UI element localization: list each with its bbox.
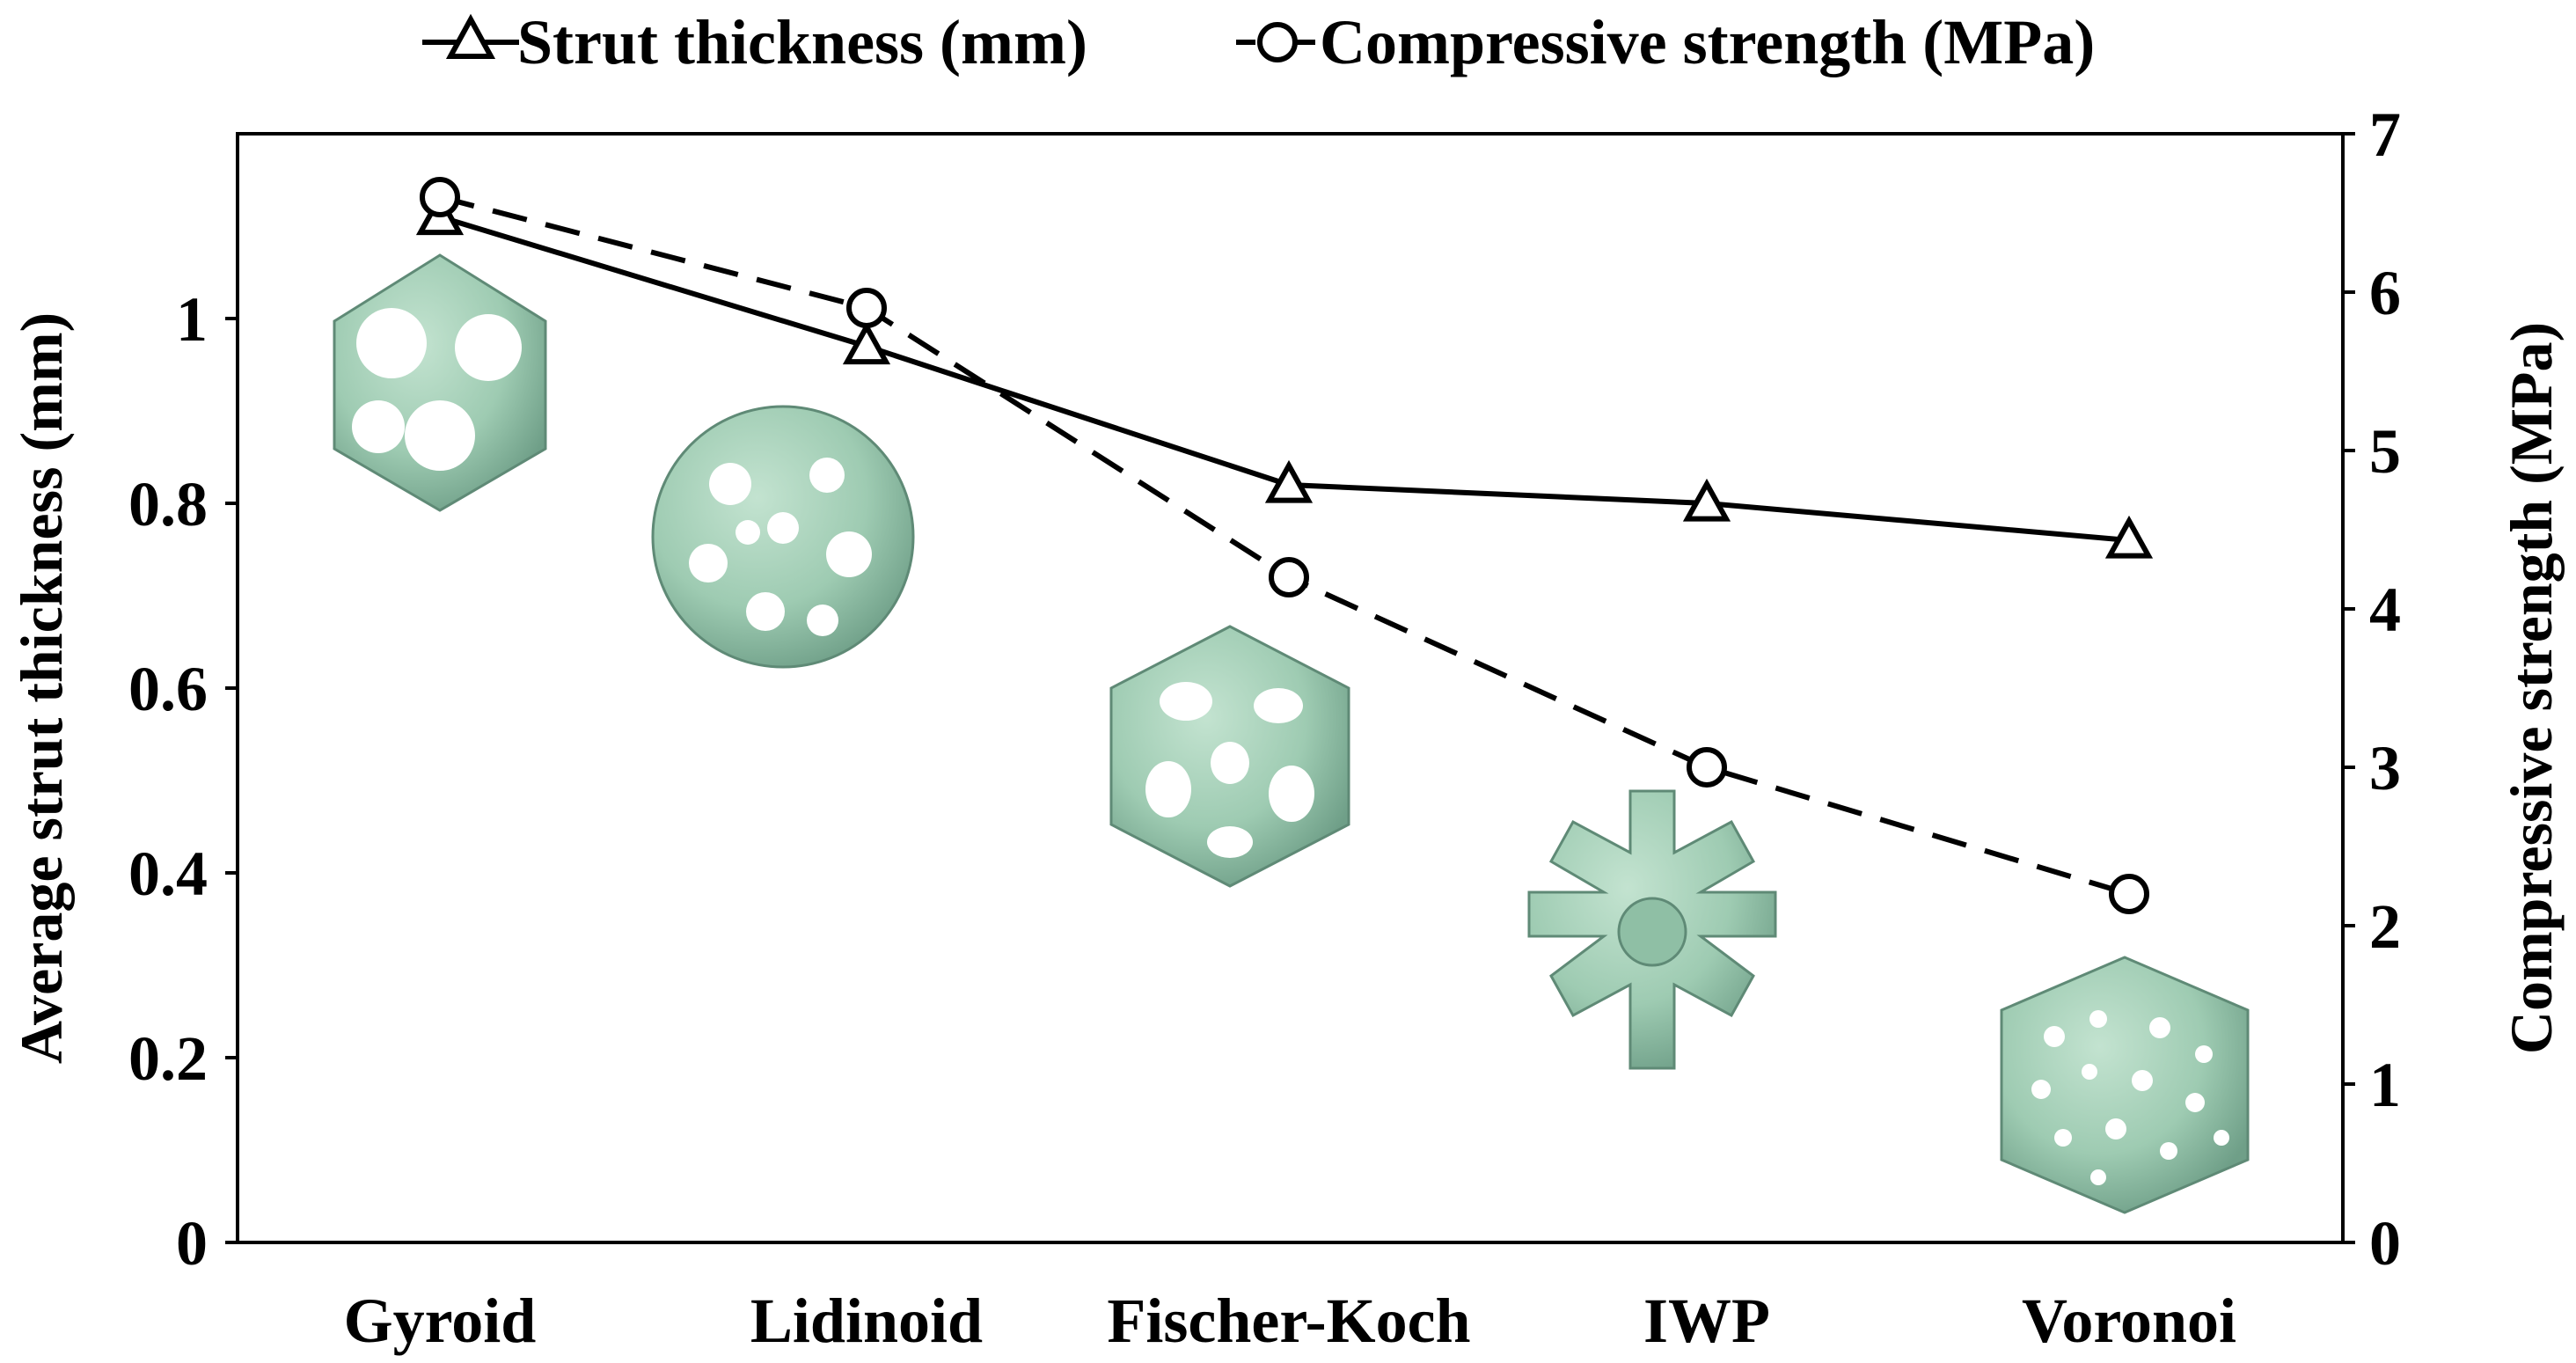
x-axis-category-label: Fischer-Koch <box>1107 1286 1470 1356</box>
left-axis-tick-label: 1 <box>176 284 208 355</box>
compressive-strength-point <box>1687 747 1727 788</box>
lidinoid-cell-image <box>651 405 915 669</box>
x-axis-category-label: Gyroid <box>344 1286 537 1356</box>
left-axis: 0 0.2 0.4 0.6 0.8 1 <box>128 284 238 1279</box>
compressive-strength-point <box>846 288 887 328</box>
right-axis-tick-label: 1 <box>2369 1050 2401 1120</box>
right-axis-tick-label: 2 <box>2369 891 2401 962</box>
left-axis-title: Average strut thickness (mm) <box>8 312 75 1064</box>
voronoi-cell-image <box>2000 956 2250 1214</box>
legend-label-strength: Compressive strength (MPa) <box>1320 7 2095 77</box>
right-axis-tick-label: 5 <box>2369 416 2401 487</box>
strut-thickness-point <box>1264 459 1314 503</box>
left-axis-tick-label: 0.4 <box>128 839 208 909</box>
lattice-images <box>333 253 2250 1214</box>
legend-item-compressive-strength: Compressive strength (MPa) <box>1236 7 2095 77</box>
x-axis-category-label: Lidinoid <box>750 1286 983 1356</box>
x-axis: Gyroid Lidinoid Fischer-Koch IWP Voronoi <box>344 1286 2236 1356</box>
right-axis-title: Compressive strength (MPa) <box>2498 322 2565 1054</box>
iwp-cell-image <box>1527 789 1777 1070</box>
legend: Strut thickness (mm) Compressive strengt… <box>422 7 2095 77</box>
right-axis-tick-label: 4 <box>2369 575 2401 645</box>
right-axis: 0 1 2 3 4 5 6 7 <box>2343 99 2401 1279</box>
legend-circle-marker <box>1257 22 1298 62</box>
strut-thickness-point <box>842 321 891 365</box>
compressive-strength-point <box>1269 557 1309 597</box>
strut-thickness-point <box>2104 515 2154 559</box>
right-axis-tick-label: 6 <box>2369 258 2401 328</box>
strut-thickness-point <box>1682 478 1731 522</box>
left-axis-tick-label: 0.6 <box>128 654 208 724</box>
legend-item-strut-thickness: Strut thickness (mm) <box>422 7 1087 77</box>
series-layer <box>415 177 2154 914</box>
gyroid-cell-image <box>333 253 547 512</box>
x-axis-category-label: IWP <box>1643 1286 1770 1356</box>
compressive-strength-point <box>420 177 460 217</box>
right-axis-tick-label: 3 <box>2369 733 2401 803</box>
compressive-strength-point <box>2109 874 2149 914</box>
legend-triangle-marker <box>445 13 496 59</box>
x-axis-category-label: Voronoi <box>2022 1286 2236 1356</box>
right-axis-tick-label: 0 <box>2369 1208 2401 1279</box>
fischer-koch-cell-image <box>1109 625 1350 888</box>
left-axis-tick-label: 0.2 <box>128 1023 208 1094</box>
left-axis-tick-label: 0.8 <box>128 469 208 539</box>
right-axis-tick-label: 7 <box>2369 99 2401 170</box>
left-axis-tick-label: 0 <box>176 1208 208 1279</box>
legend-label-strut: Strut thickness (mm) <box>517 7 1087 77</box>
